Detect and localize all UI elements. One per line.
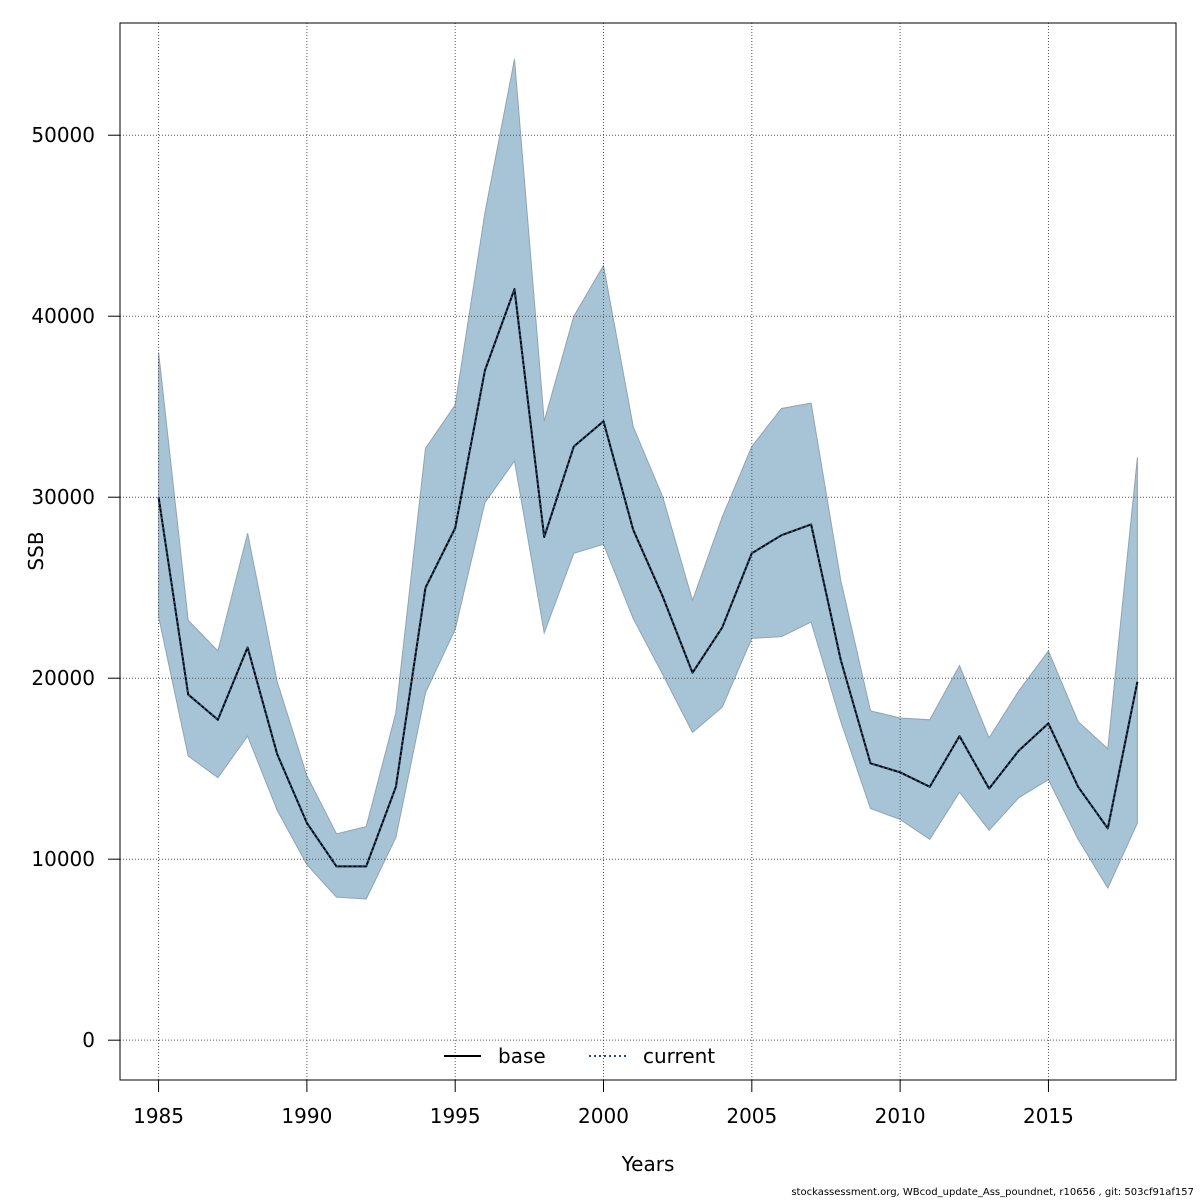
footnote: stockassessment.org, WBcod_update_Ass_po… [791, 1187, 1194, 1198]
y-tick-label: 10000 [31, 847, 95, 871]
legend: base current [444, 1044, 715, 1068]
x-tick-label: 2005 [726, 1104, 777, 1128]
y-tick-label: 30000 [31, 485, 95, 509]
x-tick-label: 2010 [875, 1104, 926, 1128]
y-tick-label: 0 [82, 1028, 95, 1052]
legend-label-base: base [498, 1044, 546, 1068]
series-layer [157, 288, 1139, 868]
legend-label-current: current [643, 1044, 715, 1068]
x-axis: 1985 1990 1995 2000 2005 2010 2015 [133, 1079, 1074, 1128]
y-tick-label: 50000 [31, 123, 95, 147]
x-tick-label: 1990 [281, 1104, 332, 1128]
x-tick-label: 2015 [1023, 1104, 1074, 1128]
x-tick-label: 2000 [578, 1104, 629, 1128]
series-line-current [157, 288, 1139, 868]
x-tick-label: 1985 [133, 1104, 184, 1128]
y-tick-label: 40000 [31, 304, 95, 328]
y-axis-title: SSB [24, 531, 48, 570]
confidence-band [158, 59, 1138, 900]
confidence-band-layer [158, 59, 1138, 900]
y-axis: 0 10000 20000 30000 40000 50000 [31, 123, 121, 1052]
x-axis-title: Years [621, 1152, 675, 1176]
grid-layer [120, 23, 1176, 1080]
y-tick-label: 20000 [31, 666, 95, 690]
x-tick-label: 1995 [430, 1104, 481, 1128]
